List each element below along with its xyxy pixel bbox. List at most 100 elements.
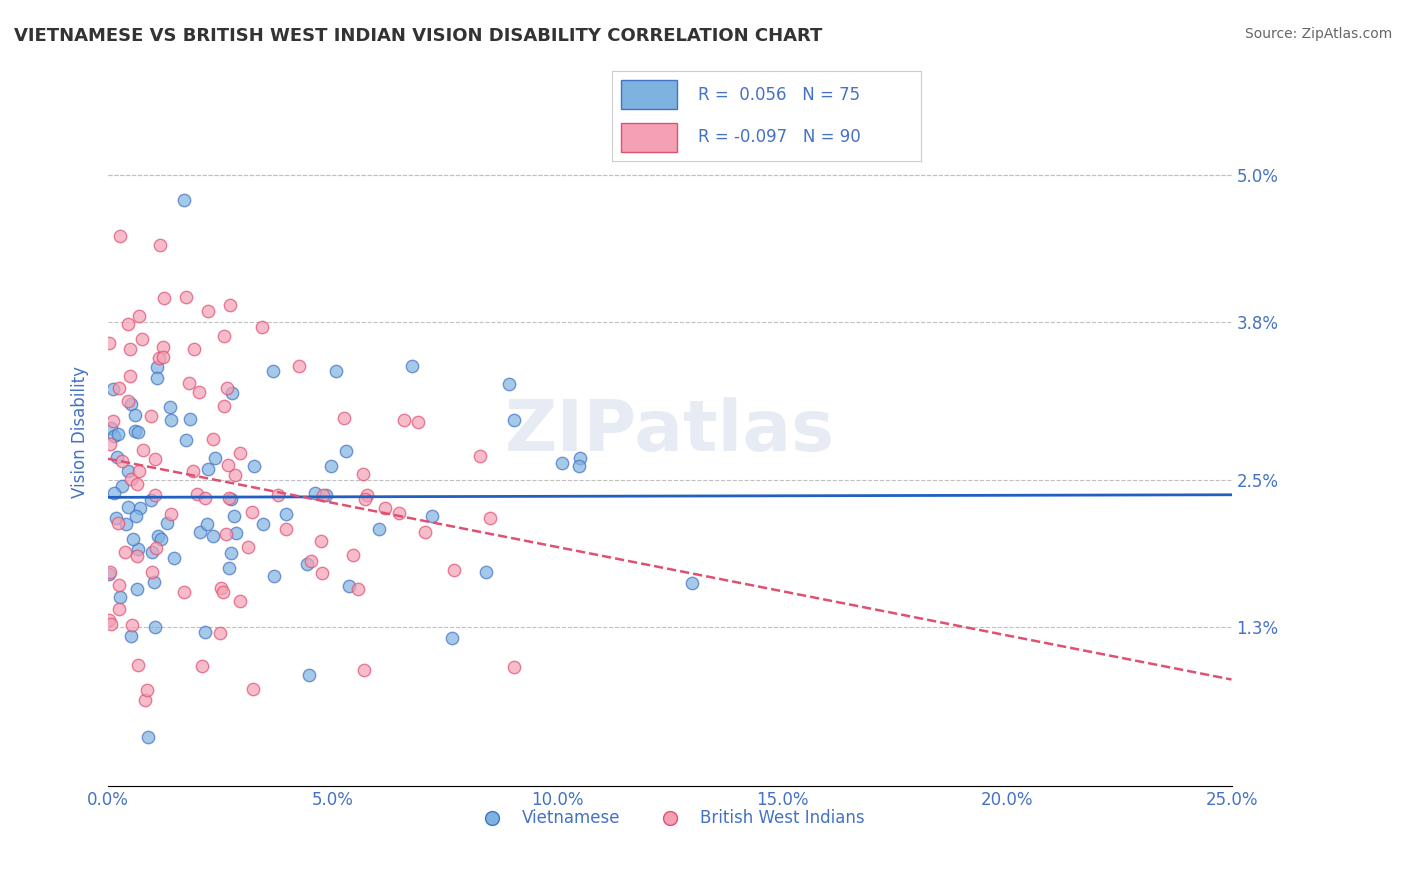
Vietnamese xyxy=(141,545,163,559)
British West Indians xyxy=(152,339,174,353)
British West Indians xyxy=(212,585,235,599)
British West Indians xyxy=(215,381,238,395)
British West Indians xyxy=(121,618,143,632)
Vietnamese xyxy=(498,377,520,392)
British West Indians xyxy=(217,458,239,472)
Vietnamese xyxy=(551,456,574,470)
Vietnamese xyxy=(440,632,463,646)
British West Indians xyxy=(188,384,211,399)
Vietnamese xyxy=(107,426,129,441)
British West Indians xyxy=(342,548,364,562)
British West Indians xyxy=(347,582,370,596)
Vietnamese xyxy=(179,412,201,426)
Text: Source: ZipAtlas.com: Source: ZipAtlas.com xyxy=(1244,27,1392,41)
Vietnamese xyxy=(127,582,149,597)
Vietnamese xyxy=(127,425,149,440)
British West Indians xyxy=(218,491,240,505)
British West Indians xyxy=(143,452,166,467)
Vietnamese xyxy=(124,509,146,524)
Vietnamese xyxy=(122,533,145,547)
Vietnamese xyxy=(315,488,337,502)
British West Indians xyxy=(387,506,409,520)
Vietnamese xyxy=(252,516,274,531)
FancyBboxPatch shape xyxy=(621,80,676,109)
Vietnamese xyxy=(117,500,139,514)
Vietnamese xyxy=(174,433,197,447)
British West Indians xyxy=(118,343,141,357)
Text: R =  0.056   N = 75: R = 0.056 N = 75 xyxy=(699,86,860,103)
British West Indians xyxy=(108,602,131,616)
British West Indians xyxy=(181,464,204,478)
British West Indians xyxy=(209,625,232,640)
British West Indians xyxy=(240,505,263,519)
British West Indians xyxy=(250,320,273,334)
British West Indians xyxy=(197,304,219,318)
Vietnamese xyxy=(202,529,225,543)
Vietnamese xyxy=(221,385,243,400)
British West Indians xyxy=(229,593,252,607)
FancyBboxPatch shape xyxy=(621,123,676,152)
British West Indians xyxy=(353,663,375,677)
British West Indians xyxy=(356,488,378,502)
Vietnamese xyxy=(110,591,132,605)
British West Indians xyxy=(354,491,377,506)
British West Indians xyxy=(191,658,214,673)
Vietnamese xyxy=(335,444,357,458)
Vietnamese xyxy=(159,401,181,415)
Vietnamese xyxy=(401,359,423,373)
British West Indians xyxy=(97,336,120,351)
Vietnamese xyxy=(188,524,211,539)
British West Indians xyxy=(332,411,354,425)
British West Indians xyxy=(128,464,150,478)
British West Indians xyxy=(100,616,122,631)
British West Indians xyxy=(145,541,167,555)
Vietnamese xyxy=(129,500,152,515)
British West Indians xyxy=(128,309,150,323)
British West Indians xyxy=(413,524,436,539)
Vietnamese xyxy=(100,421,122,435)
Vietnamese xyxy=(148,528,170,542)
British West Indians xyxy=(107,516,129,530)
British West Indians xyxy=(502,660,524,674)
British West Indians xyxy=(108,381,131,395)
Vietnamese xyxy=(146,360,169,375)
Vietnamese xyxy=(368,522,391,536)
British West Indians xyxy=(229,446,252,460)
Legend: Vietnamese, British West Indians: Vietnamese, British West Indians xyxy=(468,803,872,834)
Vietnamese xyxy=(143,620,166,634)
British West Indians xyxy=(353,467,375,482)
British West Indians xyxy=(108,229,131,244)
Vietnamese xyxy=(298,667,321,681)
Vietnamese xyxy=(569,451,592,466)
Vietnamese xyxy=(139,493,162,508)
British West Indians xyxy=(470,449,492,463)
Vietnamese xyxy=(103,429,125,443)
British West Indians xyxy=(214,400,236,414)
Vietnamese xyxy=(101,382,124,396)
British West Indians xyxy=(98,614,121,628)
British West Indians xyxy=(148,351,170,366)
Vietnamese xyxy=(304,486,326,500)
British West Indians xyxy=(117,394,139,409)
Vietnamese xyxy=(681,575,703,590)
Vietnamese xyxy=(204,451,226,466)
Vietnamese xyxy=(420,509,443,524)
British West Indians xyxy=(215,526,238,541)
Vietnamese xyxy=(105,450,128,465)
Vietnamese xyxy=(146,371,169,385)
British West Indians xyxy=(224,467,246,482)
Vietnamese xyxy=(222,509,245,524)
Vietnamese xyxy=(325,364,347,378)
Vietnamese xyxy=(502,413,524,427)
Vietnamese xyxy=(124,424,146,438)
British West Indians xyxy=(173,585,195,599)
British West Indians xyxy=(176,290,198,304)
Vietnamese xyxy=(197,461,219,475)
British West Indians xyxy=(110,454,132,468)
British West Indians xyxy=(114,545,136,559)
Vietnamese xyxy=(114,517,136,532)
British West Indians xyxy=(107,578,129,592)
Vietnamese xyxy=(173,193,195,207)
British West Indians xyxy=(406,415,429,429)
Vietnamese xyxy=(127,541,149,556)
